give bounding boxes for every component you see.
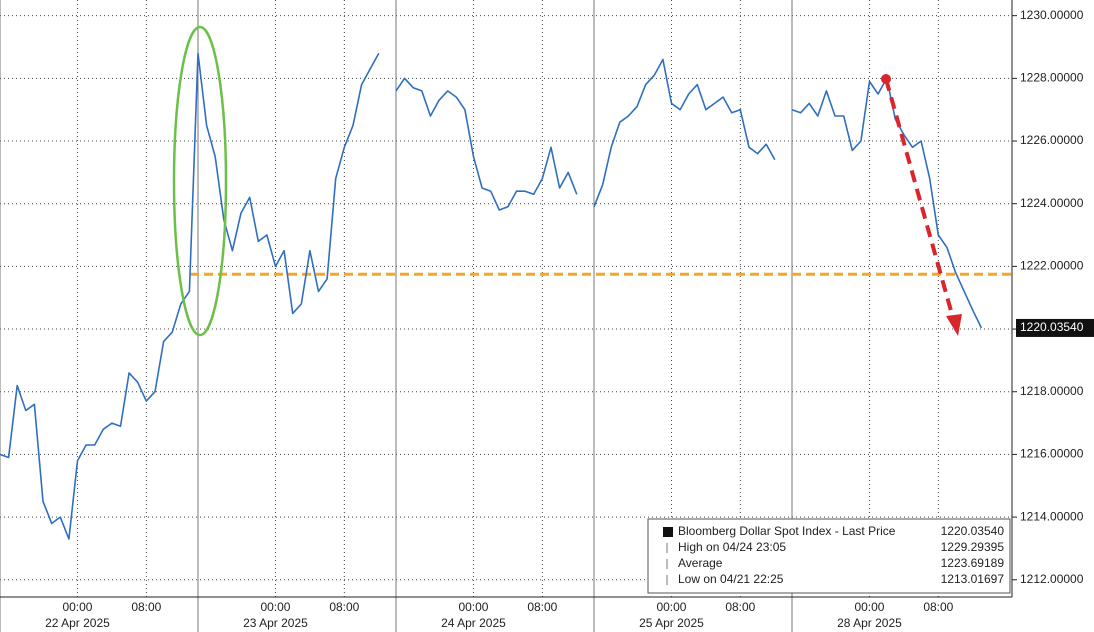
price-line bbox=[0, 52, 983, 540]
y-tick-label: 1218.00000 bbox=[1020, 384, 1084, 398]
y-tick-label: 1214.00000 bbox=[1020, 509, 1084, 523]
legend-value: 1213.01697 bbox=[941, 572, 1005, 586]
legend-swatch bbox=[663, 527, 673, 537]
legend-value: 1220.03540 bbox=[941, 524, 1005, 538]
highlight-ellipse bbox=[172, 25, 228, 337]
last-price-label: 1220.03540 bbox=[1020, 320, 1084, 334]
x-tick-label: 00:00 bbox=[260, 600, 290, 614]
trend-arrow bbox=[884, 78, 955, 319]
y-tick-label: 1222.00000 bbox=[1020, 259, 1084, 273]
legend-label: High on 04/24 23:05 bbox=[678, 540, 786, 554]
last-price-box bbox=[1016, 318, 1094, 337]
y-tick-label: 1228.00000 bbox=[1020, 71, 1084, 85]
x-tick-label: 08:00 bbox=[131, 600, 161, 614]
y-tick-label: 1212.00000 bbox=[1020, 572, 1084, 586]
x-date-label: 28 Apr 2025 bbox=[837, 616, 902, 630]
x-tick-label: 08:00 bbox=[329, 600, 359, 614]
arrow-start bbox=[881, 74, 891, 84]
x-tick-label: 08:00 bbox=[725, 600, 755, 614]
y-tick-label: 1230.00000 bbox=[1020, 8, 1084, 22]
x-date-label: 25 Apr 2025 bbox=[639, 616, 704, 630]
legend: Bloomberg Dollar Spot Index - Last Price… bbox=[647, 518, 1011, 594]
x-date-label: 22 Apr 2025 bbox=[45, 616, 110, 630]
x-tick-label: 00:00 bbox=[62, 600, 92, 614]
legend-value: 1223.69189 bbox=[941, 556, 1005, 570]
x-tick-label: 08:00 bbox=[527, 600, 557, 614]
legend-value: 1229.29395 bbox=[941, 540, 1005, 554]
y-tick-label: 1216.00000 bbox=[1020, 447, 1084, 461]
x-tick-label: 00:00 bbox=[656, 600, 686, 614]
x-date-label: 24 Apr 2025 bbox=[441, 616, 506, 630]
legend-box bbox=[647, 518, 1011, 594]
plot bbox=[0, 52, 1012, 540]
y-tick-label: 1226.00000 bbox=[1020, 133, 1084, 147]
x-tick-label: 00:00 bbox=[854, 600, 884, 614]
legend-label: Average bbox=[678, 556, 723, 570]
x-date-label: 23 Apr 2025 bbox=[243, 616, 308, 630]
legend-label: Low on 04/21 22:25 bbox=[678, 572, 784, 586]
x-tick-label: 00:00 bbox=[458, 600, 488, 614]
legend-label: Bloomberg Dollar Spot Index - Last Price bbox=[678, 524, 896, 538]
y-tick-label: 1224.00000 bbox=[1020, 196, 1084, 210]
arrow-head bbox=[946, 314, 962, 336]
x-tick-label: 08:00 bbox=[923, 600, 953, 614]
